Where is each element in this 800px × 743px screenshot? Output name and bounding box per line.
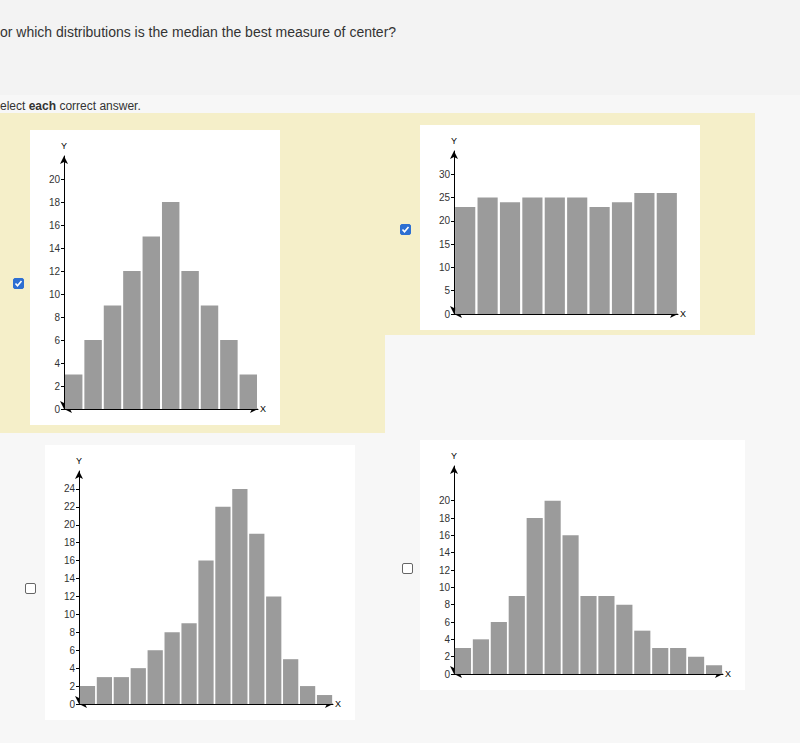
html-text:elect each correct answer.: elect each correct answer. [0,99,141,113]
svg-text:2: 2 [69,681,75,692]
svg-text:14: 14 [439,547,451,558]
svg-text:0: 0 [444,309,450,320]
svg-text:X: X [680,309,686,319]
svg-text:25: 25 [439,192,451,203]
svg-text:4: 4 [444,634,450,645]
svg-text:22: 22 [64,501,76,512]
svg-text:30: 30 [439,169,451,180]
svg-text:24: 24 [64,483,76,494]
svg-text:5: 5 [444,285,450,296]
svg-text:14: 14 [64,573,76,584]
svg-text:0: 0 [54,404,60,415]
svg-text:X: X [725,669,731,679]
svg-text:8: 8 [444,599,450,610]
html-text:or which distributions is the: or which distributions is the median the… [0,24,397,40]
svg-text:16: 16 [49,220,61,231]
svg-text:X: X [260,404,266,414]
svg-text:14: 14 [49,243,61,254]
svg-text:4: 4 [69,663,75,674]
svg-text:10: 10 [439,582,451,593]
svg-text:20: 20 [49,174,61,185]
svg-text:12: 12 [64,591,76,602]
svg-text:6: 6 [444,617,450,628]
svg-text:12: 12 [439,565,451,576]
svg-text:20: 20 [64,519,76,530]
svg-text:6: 6 [54,335,60,346]
svg-text:18: 18 [439,513,451,524]
svg-text:4: 4 [54,358,60,369]
svg-text:10: 10 [49,289,61,300]
svg-text:18: 18 [64,537,76,548]
svg-text:12: 12 [49,266,61,277]
svg-text:Y: Y [451,136,457,146]
svg-text:6: 6 [69,645,75,656]
svg-text:Y: Y [451,451,457,461]
svg-text:10: 10 [64,609,76,620]
svg-text:20: 20 [439,215,451,226]
svg-text:Y: Y [61,141,67,151]
svg-text:8: 8 [69,627,75,638]
svg-text:20: 20 [439,495,451,506]
svg-text:X: X [335,699,341,709]
svg-text:10: 10 [439,262,451,273]
svg-text:18: 18 [49,197,61,208]
svg-text:0: 0 [444,669,450,680]
svg-text:2: 2 [444,651,450,662]
svg-text:Y: Y [76,456,82,466]
svg-text:2: 2 [54,381,60,392]
svg-text:16: 16 [439,530,451,541]
svg-text:15: 15 [439,239,451,250]
svg-text:0: 0 [69,699,75,710]
svg-text:8: 8 [54,312,60,323]
svg-text:16: 16 [64,555,76,566]
